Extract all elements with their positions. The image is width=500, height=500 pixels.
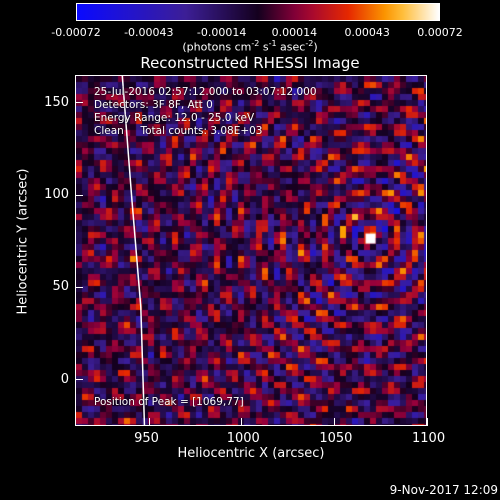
- heatmap-image: [76, 76, 426, 425]
- y-tick-label: 100: [44, 187, 69, 203]
- colorbar-units: (photons cm-2 s-1 asec-2): [182, 39, 318, 54]
- solar-limb-line: [121, 76, 146, 425]
- info-method: Clean Total counts: 3.08E+03: [94, 125, 263, 137]
- x-tick-label: 950: [134, 431, 159, 446]
- y-tick-label: 150: [44, 94, 69, 110]
- y-tick-mark: [75, 194, 83, 196]
- peak-position-label: Position of Peak = [1069,77]: [94, 396, 244, 408]
- info-detectors: Detectors: 3F 8F, Att 0: [94, 99, 213, 111]
- colorbar: [76, 3, 440, 21]
- info-time: 25-Jul-2016 02:57:12.000 to 03:07:12.000: [94, 86, 317, 98]
- x-tick-mark: [148, 418, 150, 426]
- colorbar-tick-label: -0.00014: [196, 26, 247, 39]
- y-tick-label: 0: [60, 371, 69, 387]
- x-tick-label: 1100: [412, 431, 446, 446]
- colorbar-tick-label: 0.00072: [417, 26, 463, 39]
- x-axis-label: Heliocentric X (arcsec): [177, 446, 325, 461]
- colorbar-tick-label: 0.00043: [344, 26, 390, 39]
- colorbar-tick-label: -0.00043: [124, 26, 174, 39]
- solar-limb: [121, 76, 146, 425]
- x-tick-mark: [333, 418, 335, 426]
- timestamp: 9-Nov-2017 12:09: [389, 483, 498, 497]
- y-tick-mark: [75, 286, 83, 288]
- x-tick-mark: [426, 418, 428, 426]
- x-tick-label: 1050: [319, 431, 353, 446]
- y-axis-label: Heliocentric Y (arcsec): [15, 168, 31, 315]
- x-tick-mark: [241, 418, 243, 426]
- chart-title: Reconstructed RHESSI Image: [140, 54, 360, 72]
- info-energy: Energy Range: 12.0 - 25.0 keV: [94, 112, 255, 124]
- colorbar-tick-label: -0.00072: [51, 26, 101, 39]
- y-tick-mark: [75, 379, 83, 381]
- y-tick-mark: [75, 102, 83, 104]
- y-tick-label: 50: [52, 279, 69, 295]
- plot-area: 25-Jul-2016 02:57:12.000 to 03:07:12.000…: [75, 75, 427, 426]
- colorbar-tick-label: 0.00014: [271, 26, 318, 39]
- x-tick-label: 1000: [226, 431, 260, 446]
